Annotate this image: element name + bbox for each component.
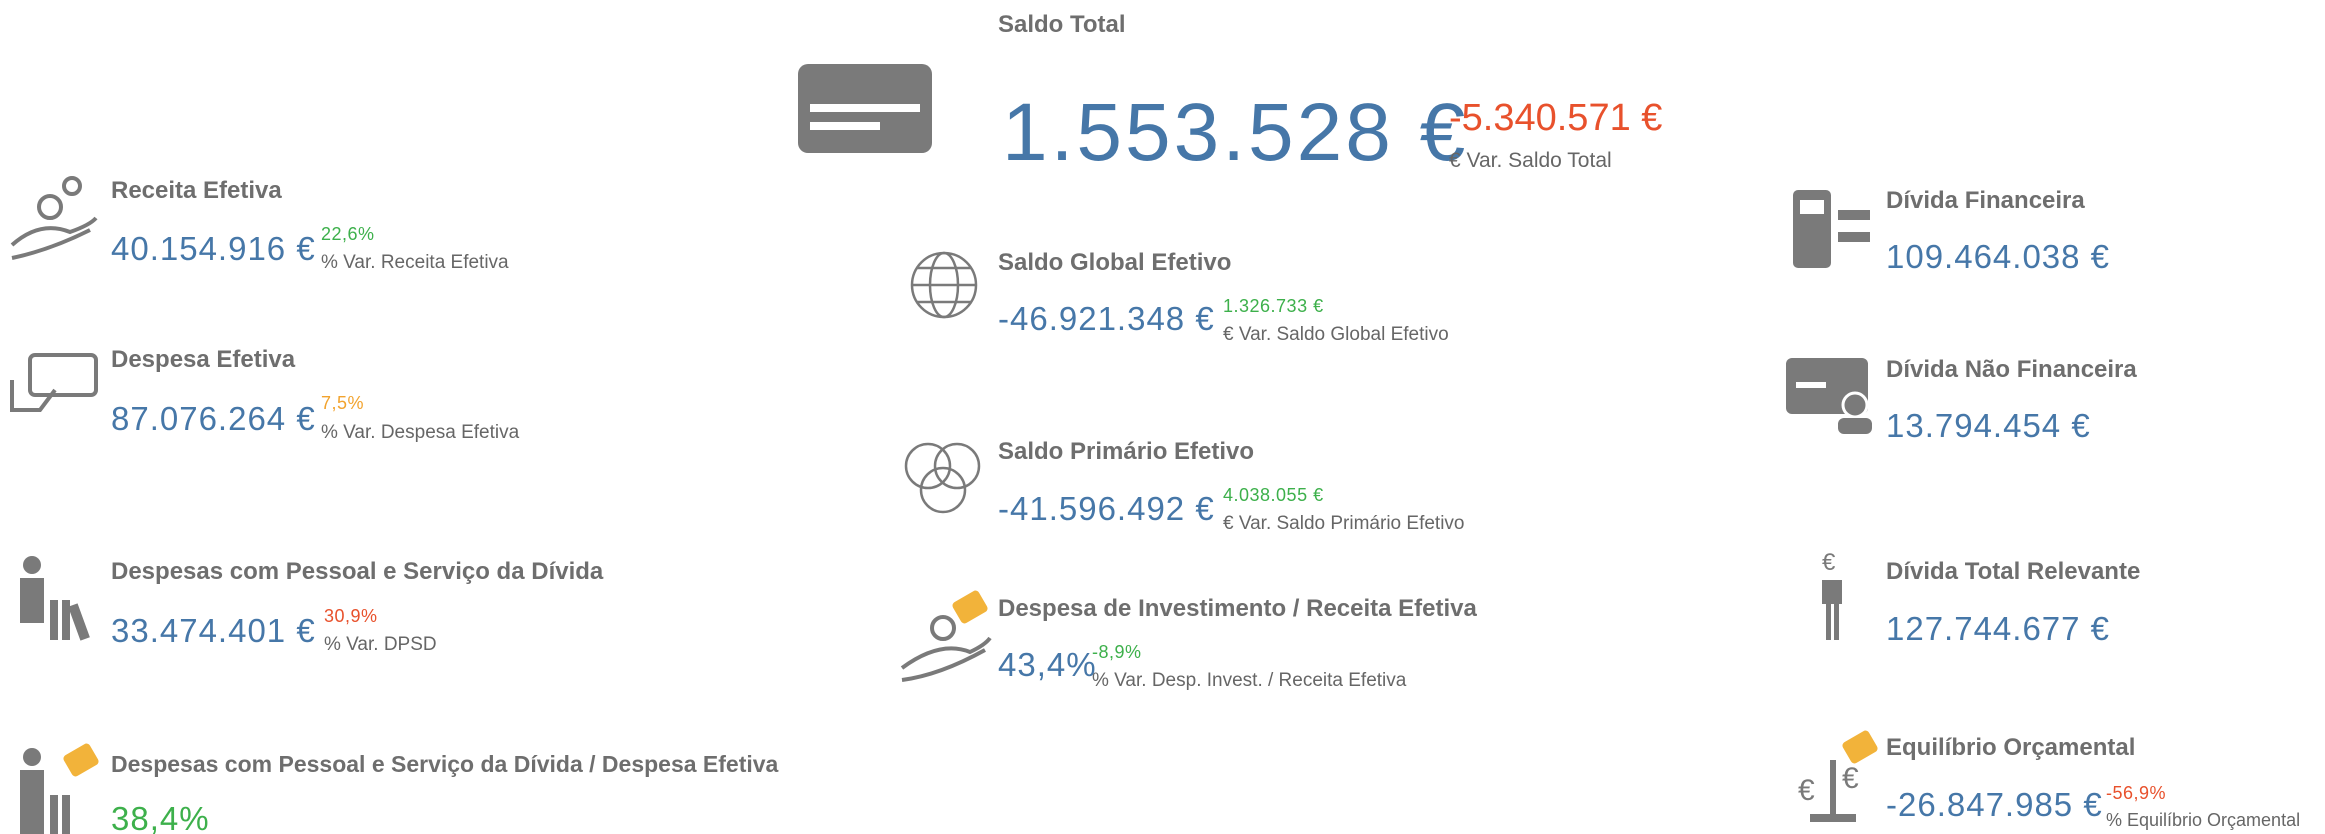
svg-text:€: € [1798,774,1815,807]
kpi-value: -26.847.985 € [1886,786,2103,823]
kpi-change: 7,5% [321,393,364,413]
kpi-change-label: % Var. Receita Efetiva [321,252,509,273]
card-icon [798,64,932,153]
kpi-change-label: € Var. Saldo Total [1449,149,1612,172]
kpi-value: 127.744.677 € [1886,610,2110,647]
kpi-title: Dívida Financeira [1886,187,2085,214]
kpi-change-label: % Var. Despesa Efetiva [321,422,520,443]
person-books-icon [20,556,99,834]
kpi-value: 43,4% [998,646,1097,683]
kpi-change: 30,9% [324,606,378,626]
kpi-change: 22,6% [321,224,375,244]
kpi-title: Dívida Total Relevante [1886,558,2140,585]
kpi-value: 1.553.528 € [1002,87,1468,178]
card-hand-icon [10,353,98,412]
kpi-value: 33.474.401 € [111,612,316,649]
kpi-change: 4.038.055 € [1223,485,1324,505]
kpi-change-label: % Equilíbrio Orçamental [2106,810,2300,830]
kpi-value: 87.076.264 € [111,400,316,437]
kpi-title: Dívida Não Financeira [1886,356,2137,383]
kpi-title: Saldo Total [998,11,1126,38]
kpi-value: -41.596.492 € [998,490,1215,527]
kpi-title: Despesa Efetiva [111,346,296,373]
scale-icon: € € [1798,730,1878,822]
kpi-title: Despesas com Pessoal e Serviço da Dívida… [111,751,779,777]
kpi-change: -8,9% [1092,642,1142,662]
id-card-icon [1786,358,1872,434]
kpi-title: Despesa de Investimento / Receita Efetiv… [998,595,1478,622]
kpi-value: 13.794.454 € [1886,407,2091,444]
kpi-title: Equilíbrio Orçamental [1886,734,2135,761]
kpi-change: -5.340.571 € [1449,97,1662,139]
kpi-title: Saldo Primário Efetivo [998,438,1254,465]
kpi-change-label: € Var. Saldo Primário Efetivo [1223,513,1464,534]
kpi-title: Receita Efetiva [111,177,282,204]
hand-tag-icon [900,590,992,682]
hand-coin-icon [10,176,98,260]
kpi-change-label: € Var. Saldo Global Efetivo [1223,324,1449,345]
pos-terminal-icon [1793,190,1870,268]
circles-icon [904,442,981,514]
kpi-title: Despesas com Pessoal e Serviço da Dívida [111,558,604,585]
kpi-value: 40.154.916 € [111,230,316,267]
kpi-change-label: % Var. Desp. Invest. / Receita Efetiva [1092,670,1407,691]
svg-text:€: € [1822,549,1836,576]
kpi-value: -46.921.348 € [998,300,1215,337]
globe-icon [910,251,978,319]
kpi-change-label: % Var. DPSD [324,634,437,655]
kpi-value: 109.464.038 € [1886,238,2110,275]
kpi-change: -56,9% [2106,783,2166,803]
kpi-title: Saldo Global Efetivo [998,249,1231,276]
kpi-value: 38,4% [111,800,210,834]
person-euro-icon: € [1822,549,1842,640]
svg-text:€: € [1842,762,1859,795]
kpi-change: 1.326.733 € [1223,296,1324,316]
